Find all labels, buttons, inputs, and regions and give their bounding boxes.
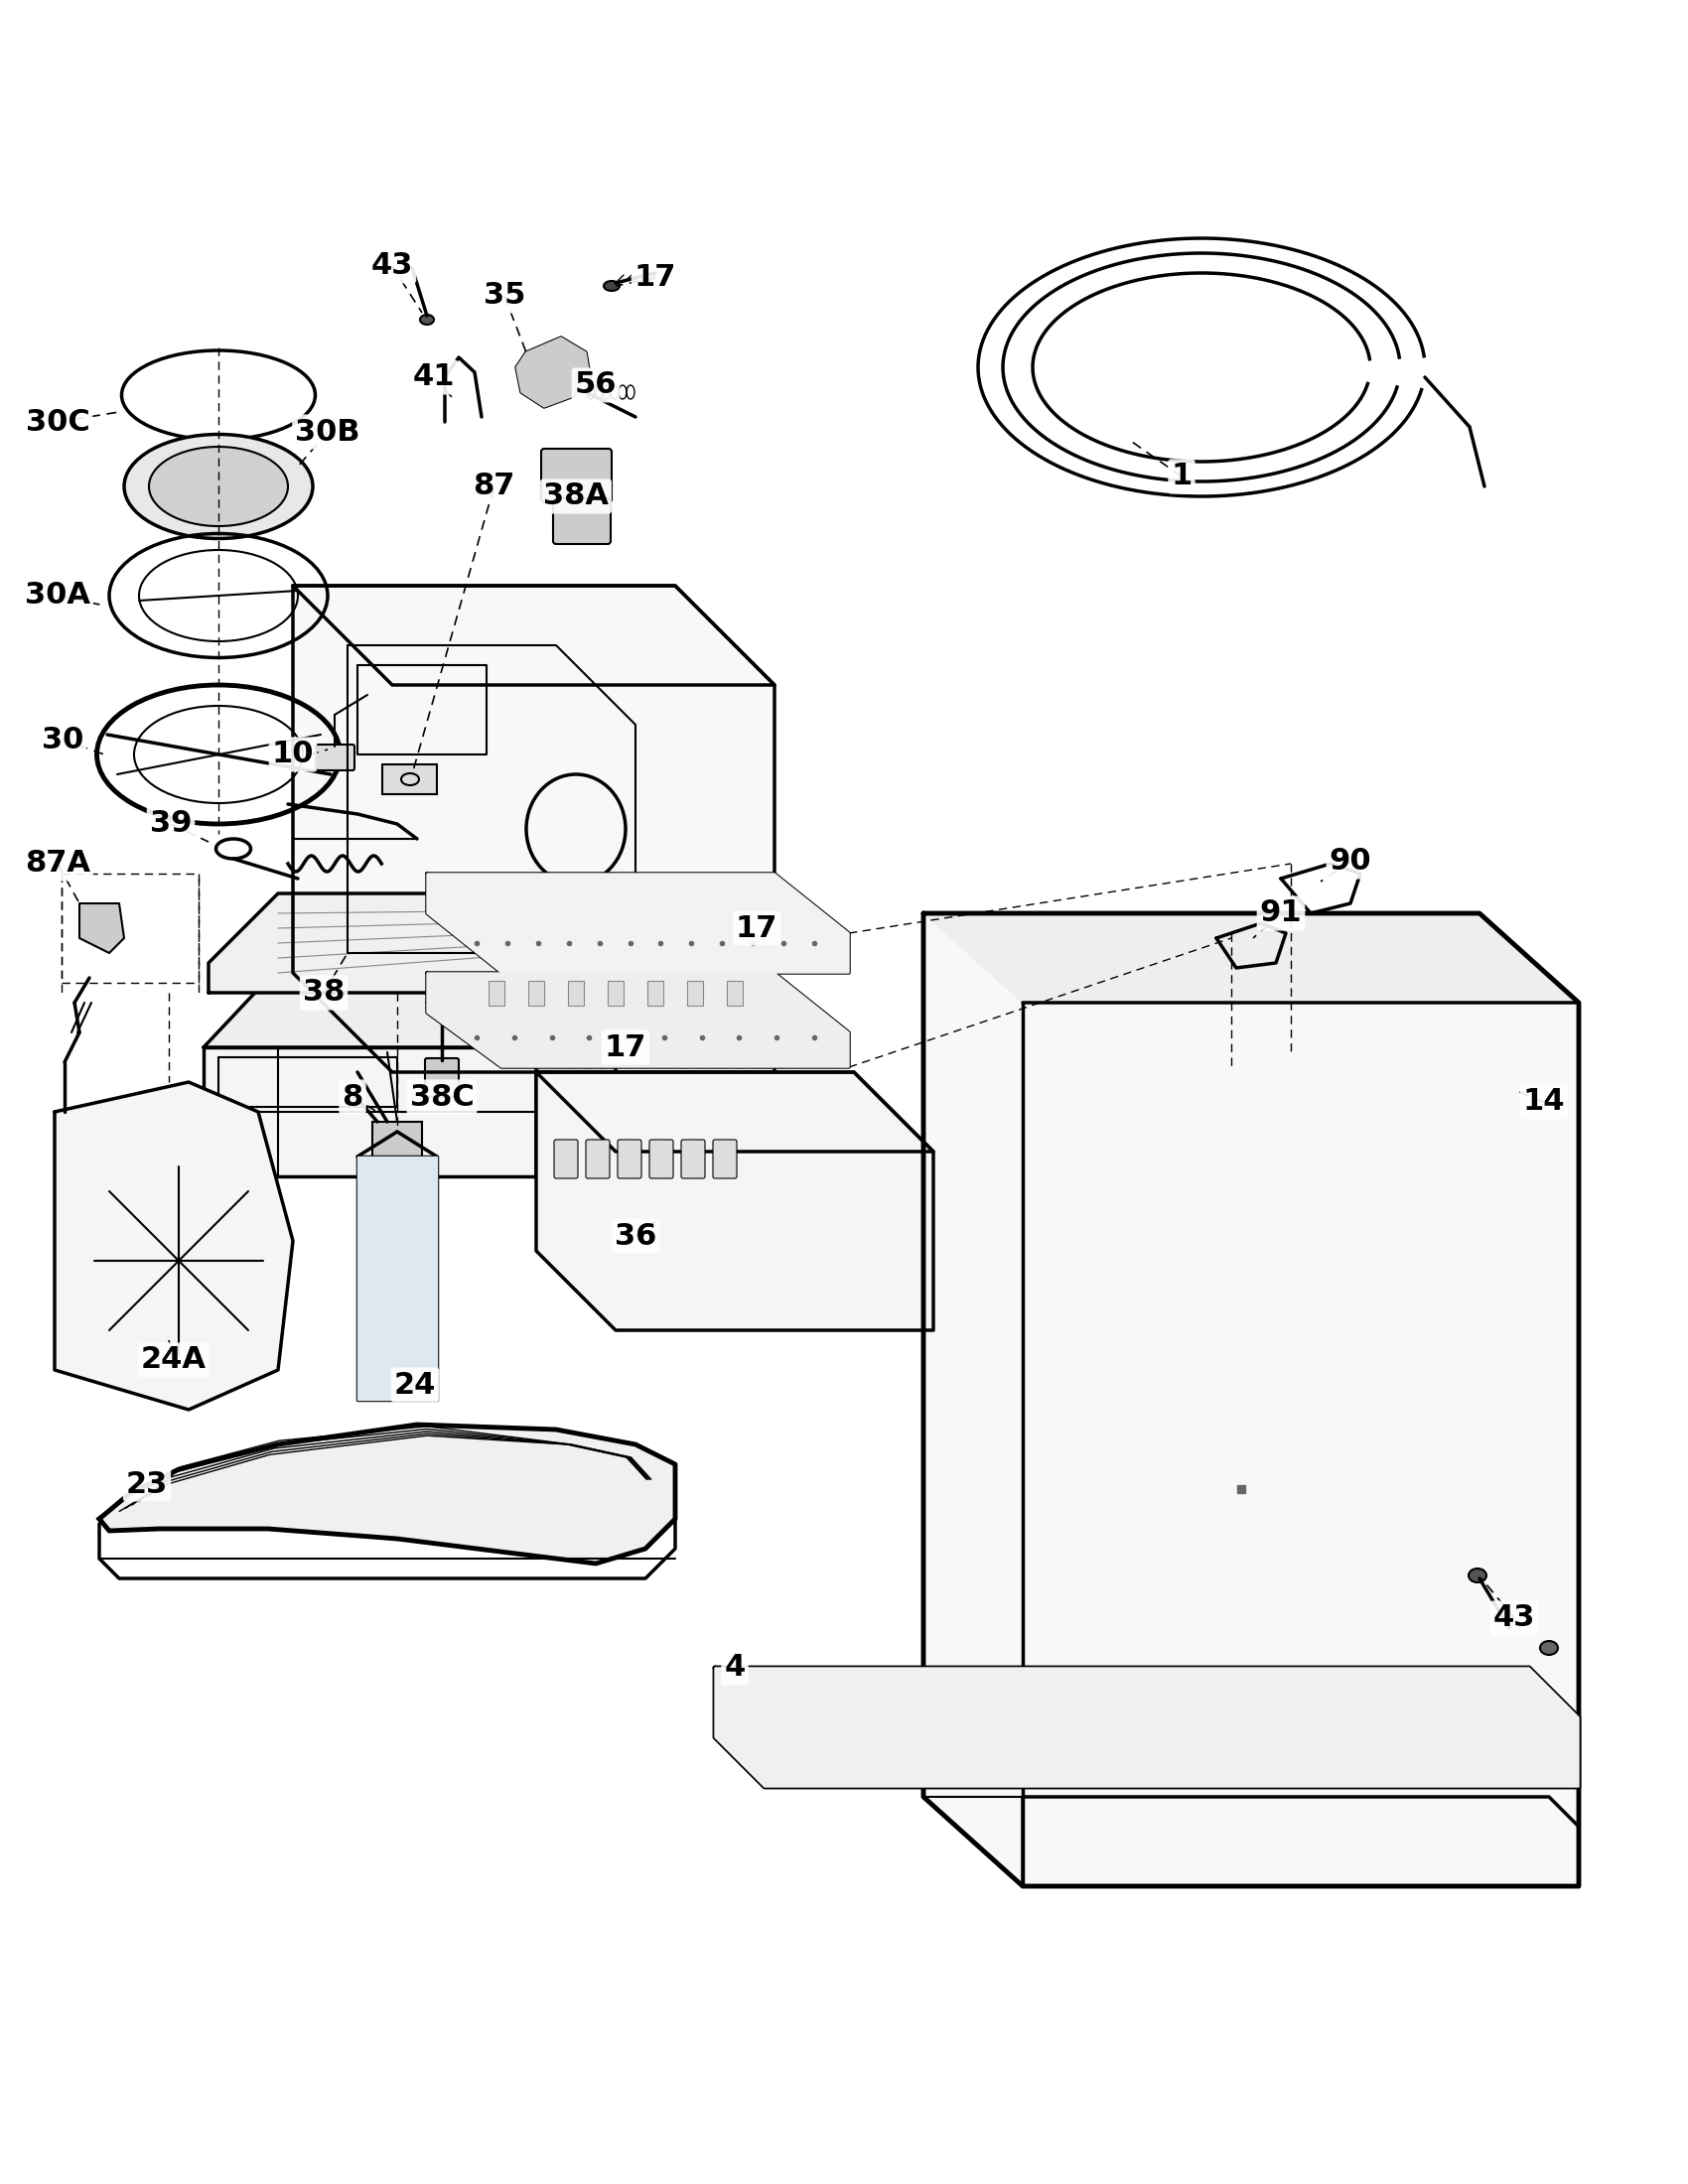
Text: 91: 91 (1259, 900, 1301, 928)
Polygon shape (923, 913, 1578, 1887)
Bar (488, 981, 505, 1005)
Ellipse shape (817, 1214, 832, 1227)
Text: 90: 90 (1328, 847, 1372, 876)
FancyBboxPatch shape (650, 1140, 674, 1179)
FancyBboxPatch shape (682, 1140, 706, 1179)
Text: 41: 41 (414, 363, 456, 391)
Text: 1: 1 (1171, 463, 1192, 491)
Polygon shape (209, 893, 596, 994)
Ellipse shape (1539, 1640, 1558, 1655)
Polygon shape (204, 963, 616, 1048)
Polygon shape (79, 904, 125, 952)
Polygon shape (294, 585, 775, 1072)
Bar (608, 981, 623, 1005)
Text: 30: 30 (42, 725, 84, 753)
Text: 30C: 30C (25, 408, 89, 437)
Text: 39: 39 (150, 810, 192, 839)
Text: 23: 23 (127, 1470, 167, 1498)
FancyBboxPatch shape (618, 1140, 641, 1179)
Text: 38C: 38C (410, 1083, 474, 1112)
FancyBboxPatch shape (316, 745, 354, 771)
Text: 30B: 30B (295, 417, 360, 446)
Polygon shape (537, 1072, 933, 1330)
Polygon shape (100, 1424, 675, 1564)
Ellipse shape (138, 1216, 218, 1304)
Text: 56: 56 (574, 371, 616, 400)
Ellipse shape (817, 1164, 832, 1179)
Text: 10: 10 (272, 740, 314, 769)
Text: 35: 35 (483, 282, 525, 310)
Ellipse shape (1469, 1568, 1487, 1583)
Text: 30A: 30A (25, 581, 91, 609)
Polygon shape (716, 1669, 1578, 1787)
Polygon shape (358, 1158, 437, 1400)
Polygon shape (923, 913, 1578, 1002)
Ellipse shape (766, 1214, 783, 1227)
Polygon shape (427, 972, 849, 1068)
Bar (528, 981, 544, 1005)
Text: 4: 4 (724, 1653, 746, 1682)
Text: 24A: 24A (142, 1345, 206, 1374)
Ellipse shape (766, 1164, 783, 1179)
FancyBboxPatch shape (554, 1140, 577, 1179)
Bar (687, 981, 702, 1005)
Ellipse shape (866, 1164, 881, 1179)
Text: 14: 14 (1523, 1088, 1565, 1116)
FancyBboxPatch shape (554, 498, 611, 544)
Bar (567, 981, 584, 1005)
Text: 8: 8 (343, 1083, 363, 1112)
FancyBboxPatch shape (586, 1140, 609, 1179)
Text: 38: 38 (302, 978, 344, 1007)
Text: 43: 43 (371, 251, 414, 280)
FancyBboxPatch shape (712, 1140, 736, 1179)
Text: 38A: 38A (544, 483, 609, 511)
Text: 17: 17 (736, 913, 778, 943)
Text: 17: 17 (635, 264, 677, 293)
Text: 36: 36 (614, 1221, 657, 1249)
Bar (373, 1123, 422, 1158)
Polygon shape (427, 874, 849, 972)
Text: 87: 87 (473, 472, 515, 500)
Text: 17: 17 (604, 1033, 647, 1061)
Ellipse shape (604, 282, 619, 290)
Polygon shape (517, 339, 591, 406)
FancyBboxPatch shape (542, 448, 611, 502)
Ellipse shape (125, 435, 312, 539)
Bar (381, 764, 437, 795)
Ellipse shape (420, 314, 434, 325)
Text: 87A: 87A (25, 850, 91, 878)
Bar (648, 981, 663, 1005)
Polygon shape (204, 1048, 537, 1177)
Ellipse shape (866, 1214, 881, 1227)
Bar (728, 981, 743, 1005)
Bar (184, 1147, 252, 1365)
FancyBboxPatch shape (425, 1059, 459, 1096)
Text: 24: 24 (393, 1372, 436, 1400)
Ellipse shape (817, 1265, 832, 1278)
Polygon shape (54, 1081, 294, 1409)
Text: 43: 43 (1494, 1603, 1536, 1634)
Polygon shape (537, 963, 616, 1177)
Ellipse shape (766, 1265, 783, 1278)
Ellipse shape (149, 448, 289, 526)
